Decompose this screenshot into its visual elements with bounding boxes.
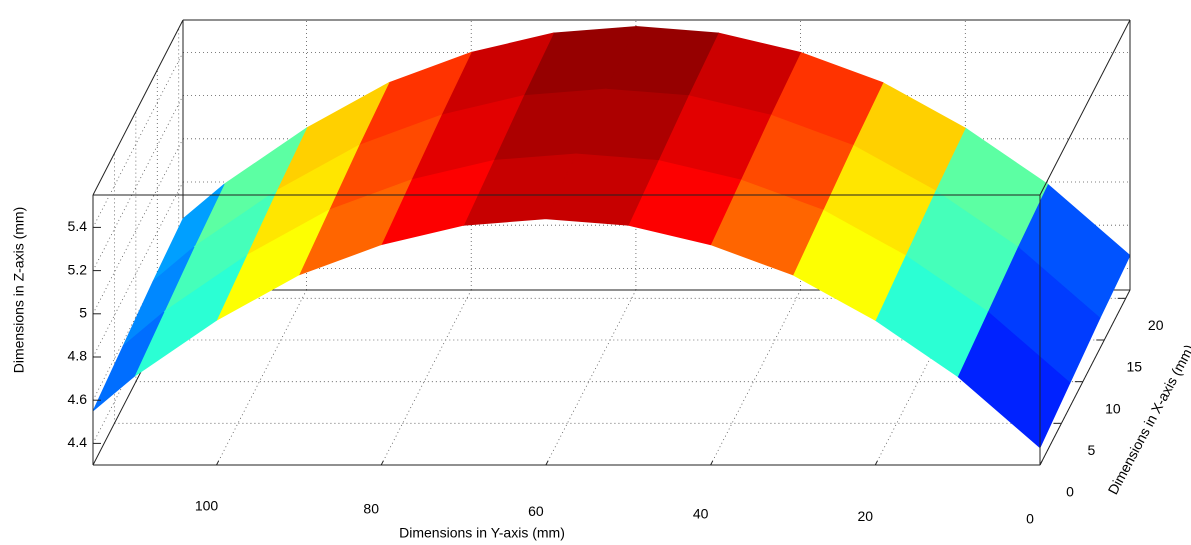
grid-line xyxy=(380,289,472,466)
grid-line xyxy=(710,289,801,466)
grid-line xyxy=(216,289,307,466)
grid-line xyxy=(92,95,184,271)
z-tick-label: 4.4 xyxy=(68,434,88,450)
grid-line xyxy=(92,52,184,228)
y-tick-label: 40 xyxy=(693,505,709,521)
x-tick-label: 5 xyxy=(1088,442,1096,458)
y-tick-label: 80 xyxy=(363,500,379,516)
z-tick-label: 4.6 xyxy=(68,391,88,407)
z-tick-label: 5 xyxy=(79,305,87,321)
y-axis-label: Dimensions in Y-axis (mm) xyxy=(399,525,565,541)
box-edge xyxy=(92,19,184,196)
x-tick-label: 20 xyxy=(1148,317,1164,333)
grid-line xyxy=(92,138,184,314)
z-tick-label: 5.4 xyxy=(68,218,88,234)
y-tick-label: 100 xyxy=(195,498,219,514)
x-tick-label: 15 xyxy=(1126,359,1142,375)
y-tick xyxy=(874,460,878,466)
x-tick-label: 10 xyxy=(1105,400,1121,416)
y-tick xyxy=(380,460,384,466)
grid-line xyxy=(92,181,184,358)
z-axis-label: Dimensions in Z-axis (mm) xyxy=(11,207,27,373)
y-tick-label: 60 xyxy=(528,503,544,519)
box-edge xyxy=(1039,289,1131,466)
box-edge xyxy=(1039,19,1131,196)
grid-line xyxy=(92,268,184,444)
z-tick-label: 5.2 xyxy=(68,261,88,277)
y-tick-label: 0 xyxy=(1026,511,1034,527)
y-tick xyxy=(545,460,549,466)
grid-line xyxy=(92,225,184,401)
y-tick xyxy=(216,460,220,466)
x-tick-label: 0 xyxy=(1066,484,1074,500)
z-tick-label: 4.8 xyxy=(68,348,88,364)
y-tick xyxy=(710,460,714,466)
grid-line xyxy=(874,289,966,466)
y-tick xyxy=(1039,460,1043,466)
surface-patch xyxy=(92,311,165,412)
y-tick-label: 20 xyxy=(858,508,874,524)
grid-line xyxy=(545,289,637,466)
x-axis-label: Dimensions in X-axis (mm) xyxy=(1105,342,1191,497)
